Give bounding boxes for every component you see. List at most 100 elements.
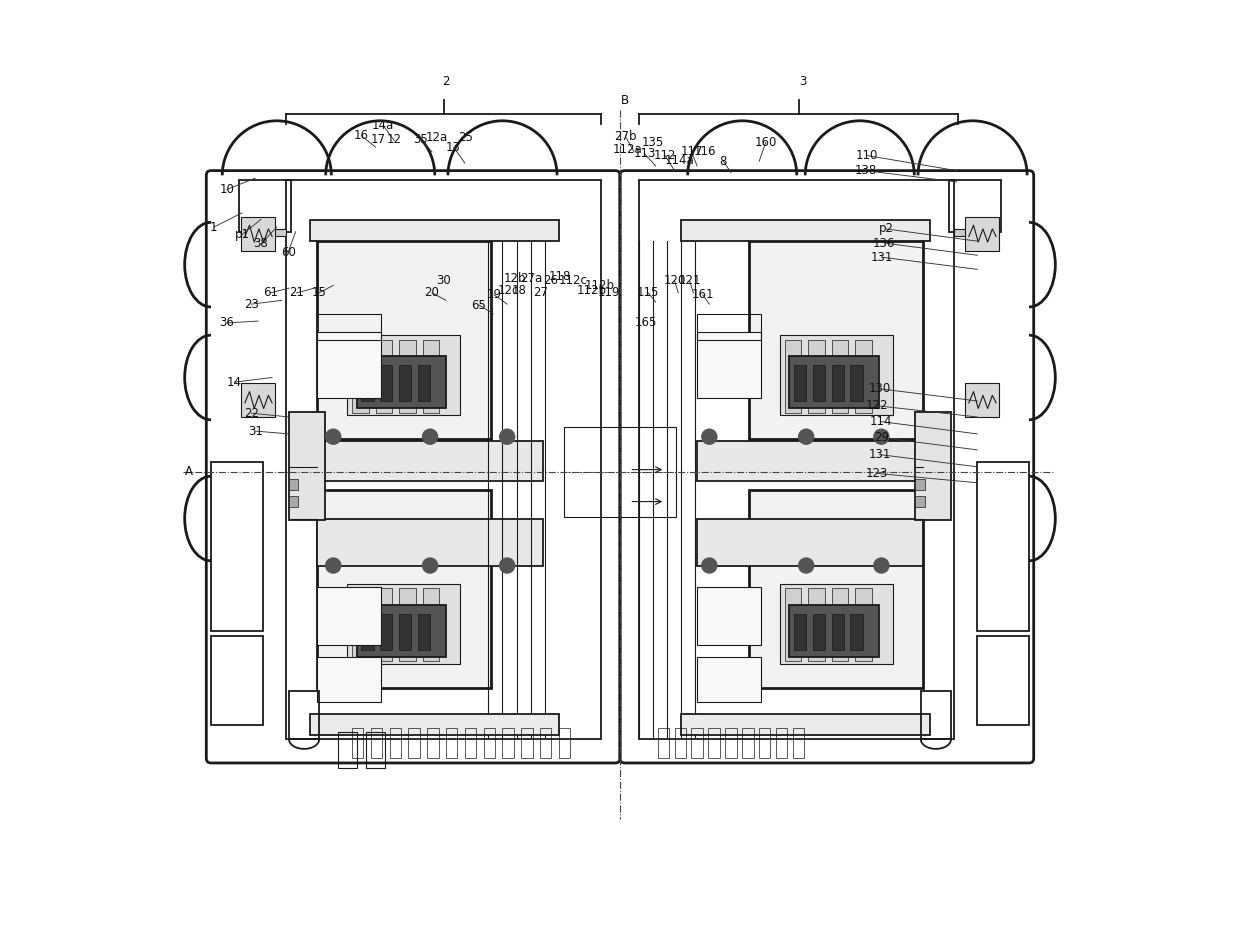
Circle shape: [423, 429, 438, 444]
Bar: [697, 656, 761, 702]
Bar: [965, 383, 999, 417]
Bar: [317, 490, 491, 687]
Bar: [376, 588, 393, 661]
Bar: [361, 615, 373, 650]
Bar: [812, 365, 825, 401]
Text: 112b: 112b: [584, 279, 614, 291]
Circle shape: [326, 429, 341, 444]
Text: 136: 136: [873, 237, 895, 250]
Text: 161: 161: [692, 289, 714, 301]
Bar: [317, 587, 381, 645]
Bar: [381, 615, 393, 650]
Bar: [954, 229, 996, 237]
Bar: [692, 728, 703, 758]
Text: 12c: 12c: [497, 285, 518, 297]
Text: 26: 26: [543, 274, 558, 287]
Bar: [708, 728, 719, 758]
Bar: [446, 728, 458, 758]
Text: 16: 16: [353, 129, 370, 142]
Bar: [310, 221, 559, 241]
Bar: [347, 585, 460, 664]
Bar: [352, 728, 363, 758]
Bar: [423, 339, 439, 413]
Bar: [915, 479, 925, 490]
Text: 10: 10: [219, 183, 234, 196]
Bar: [794, 365, 806, 401]
Bar: [361, 365, 373, 401]
Bar: [681, 221, 930, 241]
Text: 119: 119: [598, 287, 620, 299]
Bar: [211, 462, 263, 631]
Text: 27: 27: [533, 287, 548, 299]
Bar: [697, 587, 761, 645]
Bar: [484, 728, 495, 758]
Bar: [749, 490, 923, 687]
Text: p1: p1: [234, 228, 249, 241]
Bar: [317, 441, 543, 481]
Text: 15: 15: [311, 287, 326, 299]
Text: 160: 160: [755, 136, 777, 149]
Bar: [639, 180, 954, 739]
Bar: [317, 656, 381, 702]
Bar: [743, 728, 754, 758]
Circle shape: [874, 429, 889, 444]
Bar: [541, 728, 552, 758]
Text: 30: 30: [436, 274, 450, 287]
Bar: [347, 335, 460, 415]
Bar: [418, 615, 430, 650]
Bar: [789, 605, 879, 656]
Bar: [856, 588, 872, 661]
Bar: [977, 462, 1029, 631]
Bar: [352, 339, 370, 413]
Text: 21: 21: [289, 287, 304, 299]
Text: 115: 115: [637, 287, 660, 299]
Bar: [808, 588, 825, 661]
Bar: [780, 585, 893, 664]
Bar: [965, 217, 999, 251]
Text: 12a: 12a: [425, 131, 448, 144]
Bar: [465, 728, 476, 758]
Bar: [289, 412, 325, 521]
Text: 20: 20: [424, 287, 439, 299]
Bar: [794, 615, 806, 650]
Text: 31: 31: [248, 424, 263, 438]
Text: 61: 61: [263, 287, 278, 299]
Circle shape: [702, 558, 717, 573]
Bar: [675, 728, 686, 758]
Text: 113: 113: [634, 147, 656, 160]
Text: 121: 121: [678, 274, 701, 287]
Bar: [851, 615, 863, 650]
Bar: [357, 605, 446, 656]
Bar: [289, 479, 299, 490]
Bar: [559, 728, 570, 758]
Bar: [408, 728, 419, 758]
Bar: [239, 180, 291, 232]
Bar: [915, 412, 951, 521]
Bar: [317, 241, 491, 438]
Text: 112c: 112c: [558, 274, 588, 287]
Bar: [697, 519, 923, 566]
Text: 38: 38: [253, 238, 268, 251]
Bar: [921, 690, 951, 739]
Bar: [681, 714, 930, 735]
Text: 36: 36: [219, 317, 234, 329]
Bar: [241, 383, 275, 417]
Text: p2: p2: [879, 223, 894, 236]
Bar: [697, 313, 761, 339]
Bar: [339, 732, 357, 768]
Bar: [776, 728, 787, 758]
Bar: [915, 496, 925, 507]
Text: 22: 22: [244, 406, 259, 420]
Bar: [832, 615, 843, 650]
Text: 65: 65: [471, 299, 486, 311]
Text: 23: 23: [244, 298, 259, 310]
Bar: [286, 180, 601, 739]
Bar: [812, 615, 825, 650]
Bar: [785, 588, 801, 661]
Text: 27b: 27b: [614, 130, 637, 143]
Bar: [794, 728, 805, 758]
Bar: [399, 365, 412, 401]
Text: 138: 138: [854, 164, 877, 177]
Text: 135: 135: [642, 136, 665, 149]
Bar: [244, 229, 286, 237]
